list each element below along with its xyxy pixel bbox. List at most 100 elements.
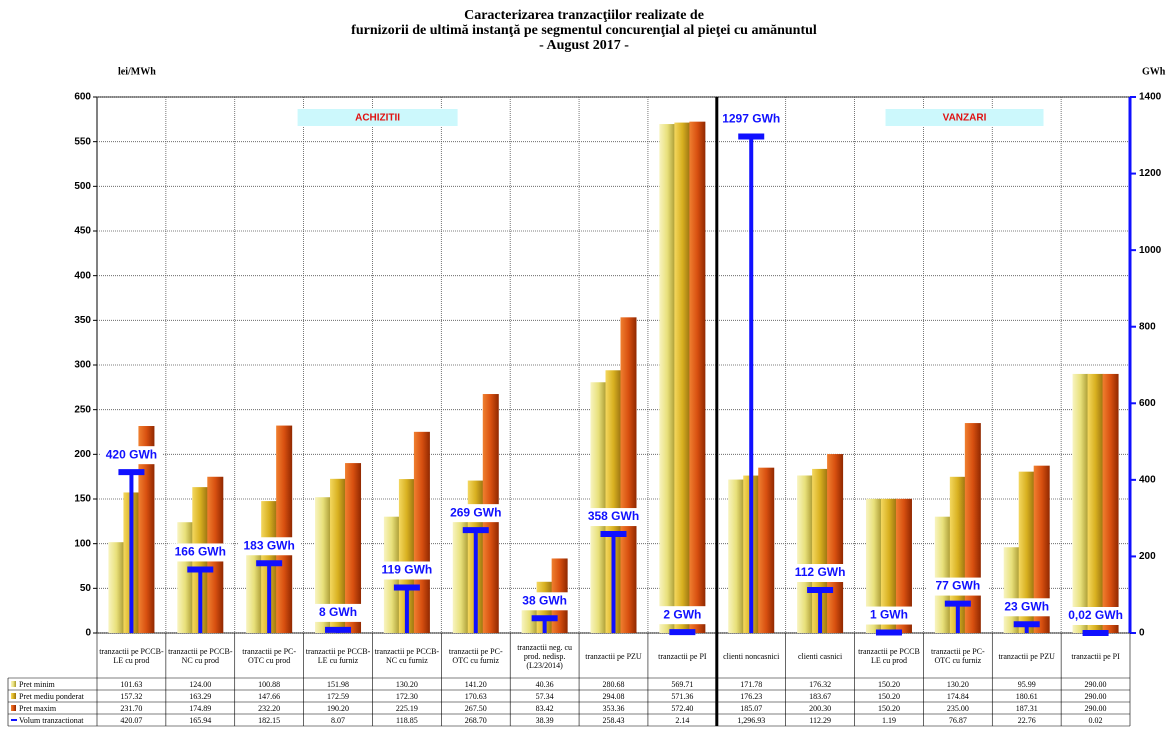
annotation: VANZARI: [943, 113, 987, 124]
volume-label-bg: [789, 564, 852, 583]
bar: [689, 121, 706, 633]
bar: [880, 498, 897, 633]
table-value: 290.00: [1084, 679, 1107, 689]
annotation-box: [885, 109, 1044, 126]
volume-label-bg: [307, 603, 370, 622]
table-value: 353.36: [602, 703, 625, 713]
table-value: 258.43: [602, 715, 625, 725]
bar: [865, 498, 882, 633]
volume-label-bg: [582, 508, 645, 527]
table-value: 290.00: [1084, 703, 1107, 713]
y2-tick-label: 800: [1139, 321, 1156, 332]
bar: [728, 479, 745, 633]
table-value: 151.98: [327, 679, 350, 689]
y-tick-label: 300: [74, 360, 91, 371]
x-tick-label: tranzactii pe PCCB-NC cu prod: [168, 647, 233, 665]
table-value: 1,296.93: [737, 715, 766, 725]
table-value: 183.67: [809, 691, 832, 701]
volume-label: 77 GWh: [935, 579, 980, 593]
y-tick-label: 0: [85, 628, 91, 639]
bar: [1087, 373, 1104, 633]
volume-label: 420 GWh: [106, 447, 157, 461]
bar: [934, 516, 951, 633]
table-value: 101.63: [120, 679, 143, 689]
bar: [895, 498, 912, 633]
table-value: 572.40: [671, 703, 694, 713]
x-tick-label: tranzactii pe PCCB-LE cu prod: [99, 647, 164, 665]
y2-tick-label: 600: [1139, 398, 1156, 409]
table-value: 174.84: [946, 691, 969, 701]
x-tick-label: tranzactii pe PI: [1071, 651, 1120, 661]
annotation: ACHIZITII: [355, 113, 400, 124]
table-value: 180.61: [1015, 691, 1038, 701]
table-value: 118.85: [396, 715, 418, 725]
x-tick-label: clienti noncasnici: [723, 651, 780, 661]
table-value: 420.07: [120, 715, 143, 725]
volume-label: 112 GWh: [795, 565, 846, 579]
table-value: 171.78: [740, 679, 763, 689]
bar: [398, 479, 415, 633]
annotation-box: [297, 109, 458, 126]
table-value: 147.66: [258, 691, 281, 701]
bar: [758, 467, 775, 633]
y2-axis-label: GWh: [1142, 66, 1166, 77]
x-tick-label: tranzactii pe PCCB-NC cu furniz: [374, 647, 440, 665]
table-value: 268.70: [464, 715, 487, 725]
y2-tick-label: 1200: [1139, 168, 1162, 179]
y-tick-label: 450: [74, 226, 91, 237]
chart-period: - August 2017 -: [539, 38, 629, 53]
volume-label: 119 GWh: [382, 563, 433, 577]
y2-tick-label: 1400: [1139, 92, 1162, 103]
table-value: 163.29: [189, 691, 212, 701]
table-value: 182.15: [258, 715, 281, 725]
table-value: 40.36: [535, 679, 554, 689]
bar: [1072, 373, 1089, 633]
volume-label: 2 GWh: [663, 607, 701, 621]
volume-label: 1 GWh: [870, 608, 908, 622]
y2-tick-label: 200: [1139, 551, 1156, 562]
y-tick-label: 50: [80, 583, 92, 594]
volume-label: 166 GWh: [175, 545, 226, 559]
table-value: 170.63: [464, 691, 487, 701]
table-value: 235.00: [946, 703, 969, 713]
legend-key: [11, 693, 16, 699]
table-value: 176.32: [809, 679, 832, 689]
x-tick-label: clienti casnici: [797, 651, 843, 661]
bar: [605, 370, 622, 633]
bar: [1102, 373, 1119, 633]
x-tick-label: tranzactii pe PC-OTC cu prod: [242, 647, 297, 665]
x-tick-label: tranzactii pe PZU: [585, 651, 642, 661]
table-value: 130.20: [395, 679, 418, 689]
table-value: 112.29: [809, 715, 831, 725]
y2-tick-label: 1000: [1139, 245, 1162, 256]
volume-label: 23 GWh: [1004, 599, 1049, 613]
x-tick-label: tranzactii neg. cu prod. nedisp.(L23/201…: [517, 642, 573, 670]
volume-label: 0,02 GWh: [1068, 608, 1123, 622]
x-tick-label: tranzactii pe PC-OTC cu furniz: [448, 647, 503, 665]
volume-label: 269 GWh: [450, 505, 501, 519]
volume-label-bg: [100, 446, 163, 465]
bar: [1018, 471, 1035, 633]
table-value: 130.20: [946, 679, 969, 689]
bar: [674, 122, 691, 633]
y2-tick-label: 400: [1139, 474, 1156, 485]
volume-label-bg: [375, 561, 438, 580]
volume-label-bg: [513, 592, 576, 611]
table-value: 187.31: [1015, 703, 1038, 713]
bar: [1033, 465, 1050, 633]
table-value: 157.32: [120, 691, 143, 701]
volume-label-bg: [857, 606, 920, 625]
bar: [797, 475, 814, 633]
table-value: 174.89: [189, 703, 212, 713]
bar: [276, 425, 293, 633]
table-value: 172.59: [327, 691, 350, 701]
table-value: 569.71: [671, 679, 694, 689]
table-value: 8.07: [331, 715, 346, 725]
table-value: 22.76: [1017, 715, 1036, 725]
y-tick-label: 550: [74, 136, 91, 147]
x-tick-label: tranzactii pe PC-OTC cu furniz: [930, 647, 985, 665]
x-tick-label: tranzactii pe PZU: [998, 651, 1055, 661]
table-value: 290.00: [1084, 691, 1107, 701]
table-value: 150.20: [877, 679, 900, 689]
